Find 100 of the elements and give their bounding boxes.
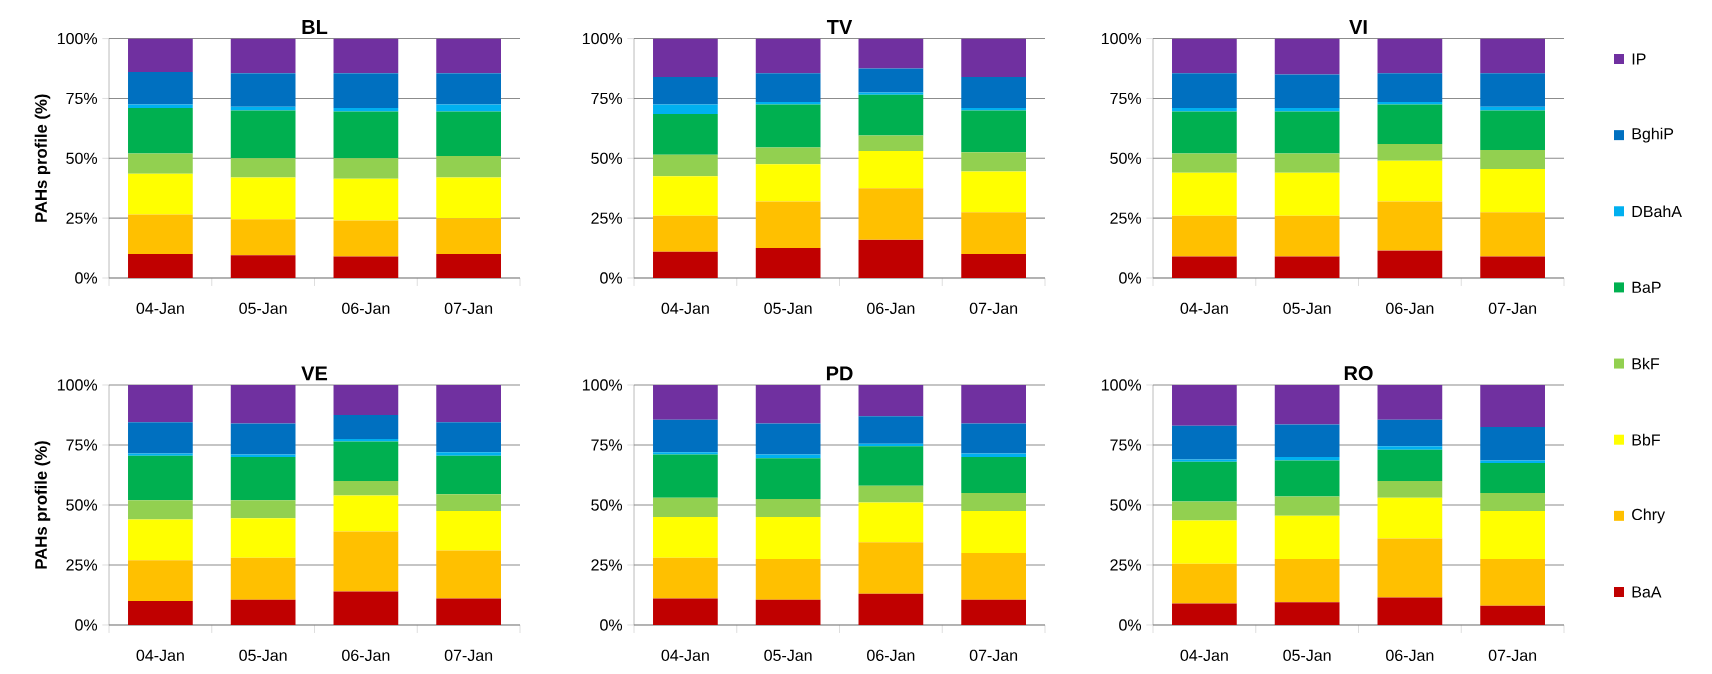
x-tick-label: 05-Jan: [239, 649, 287, 662]
x-tick-label: 06-Jan: [1386, 302, 1434, 315]
bar: [230, 38, 296, 74]
bar: [858, 485, 924, 503]
y-tick-label: 100%: [57, 32, 98, 45]
bar: [436, 422, 501, 453]
bar: [436, 550, 501, 599]
bar: [436, 73, 501, 105]
bar: [128, 153, 193, 174]
bar: [653, 104, 718, 114]
bar: [1480, 149, 1545, 170]
bar: [436, 455, 501, 495]
bar: [128, 453, 193, 456]
x-tick-label: 07-Jan: [1488, 649, 1537, 662]
bar: [230, 500, 296, 519]
chart-title: RO: [1344, 366, 1373, 381]
y-tick-label: 0%: [75, 272, 98, 284]
bar: [858, 593, 924, 625]
bar: [230, 518, 296, 558]
legend-label: BbF: [1632, 433, 1660, 446]
bar: [1274, 108, 1340, 112]
bar: [961, 552, 1026, 600]
bar: [333, 108, 399, 112]
bar: [436, 254, 501, 278]
bar: [961, 384, 1026, 424]
x-tick-label: 07-Jan: [1488, 302, 1537, 315]
x-tick-label: 07-Jan: [444, 649, 493, 662]
x-tick-label: 07-Jan: [969, 302, 1018, 315]
bar: [333, 414, 399, 439]
bar: [1377, 480, 1443, 498]
chart-title: PD: [826, 366, 853, 381]
bar: [230, 599, 296, 625]
y-tick-label: 100%: [57, 379, 98, 391]
bar: [961, 492, 1026, 511]
bar: [1172, 563, 1237, 604]
bar: [858, 92, 924, 95]
bar: [961, 254, 1026, 278]
x-tick-label: 04-Jan: [1180, 649, 1228, 662]
x-tick-label: 05-Jan: [764, 302, 812, 315]
y-tick-label: 100%: [1101, 379, 1142, 391]
bar: [1274, 74, 1340, 109]
bar: [128, 104, 193, 109]
bar: [128, 600, 193, 625]
bar: [230, 158, 296, 178]
bar: [653, 76, 718, 105]
bar: [961, 599, 1026, 625]
bar: [961, 76, 1026, 109]
bar: [653, 38, 718, 77]
x-tick-label: 06-Jan: [1386, 649, 1434, 662]
bar: [1377, 497, 1443, 539]
bar: [858, 446, 924, 486]
bar: [858, 416, 924, 444]
bar: [1274, 424, 1340, 457]
bar: [858, 38, 924, 69]
y-tick-label: 0%: [600, 272, 623, 284]
x-tick-label: 05-Jan: [1283, 302, 1331, 315]
bar: [1172, 108, 1237, 112]
bar: [128, 500, 193, 520]
bar: [858, 135, 924, 152]
bar: [230, 456, 296, 501]
bar: [128, 519, 193, 561]
bar: [1274, 602, 1340, 625]
bar: [128, 560, 193, 601]
bar: [961, 38, 1026, 77]
bar: [1377, 384, 1443, 420]
bar: [1480, 73, 1545, 107]
y-tick-label: 75%: [66, 92, 98, 105]
bar: [1480, 212, 1545, 257]
y-tick-label: 25%: [591, 212, 623, 224]
bar: [128, 38, 193, 73]
x-tick-label: 04-Jan: [661, 649, 709, 662]
bar: [1172, 520, 1237, 564]
bar: [1480, 256, 1545, 278]
x-tick-label: 04-Jan: [136, 649, 184, 662]
x-tick-label: 06-Jan: [342, 302, 390, 315]
y-tick-label: 50%: [1110, 499, 1142, 511]
y-tick-label: 25%: [1110, 559, 1142, 571]
bar: [653, 384, 718, 420]
bar: [1274, 515, 1340, 559]
bar: [436, 218, 501, 255]
bar: [1377, 419, 1443, 447]
bar: [1274, 172, 1340, 216]
bar: [333, 531, 399, 592]
bar: [1377, 446, 1443, 450]
bar: [1377, 104, 1443, 144]
bar: [436, 384, 501, 423]
bar: [1274, 38, 1340, 75]
bar: [1480, 558, 1545, 606]
bar: [128, 455, 193, 501]
bar: [1480, 492, 1545, 511]
y-tick-label: 25%: [1110, 212, 1142, 224]
bar: [755, 599, 821, 625]
bar: [1172, 256, 1237, 278]
bar: [1172, 603, 1237, 625]
bar: [653, 114, 718, 155]
bar: [1172, 73, 1237, 109]
bar: [436, 111, 501, 156]
bar: [1377, 38, 1443, 74]
bar: [230, 177, 296, 220]
x-tick-label: 06-Jan: [867, 649, 915, 662]
